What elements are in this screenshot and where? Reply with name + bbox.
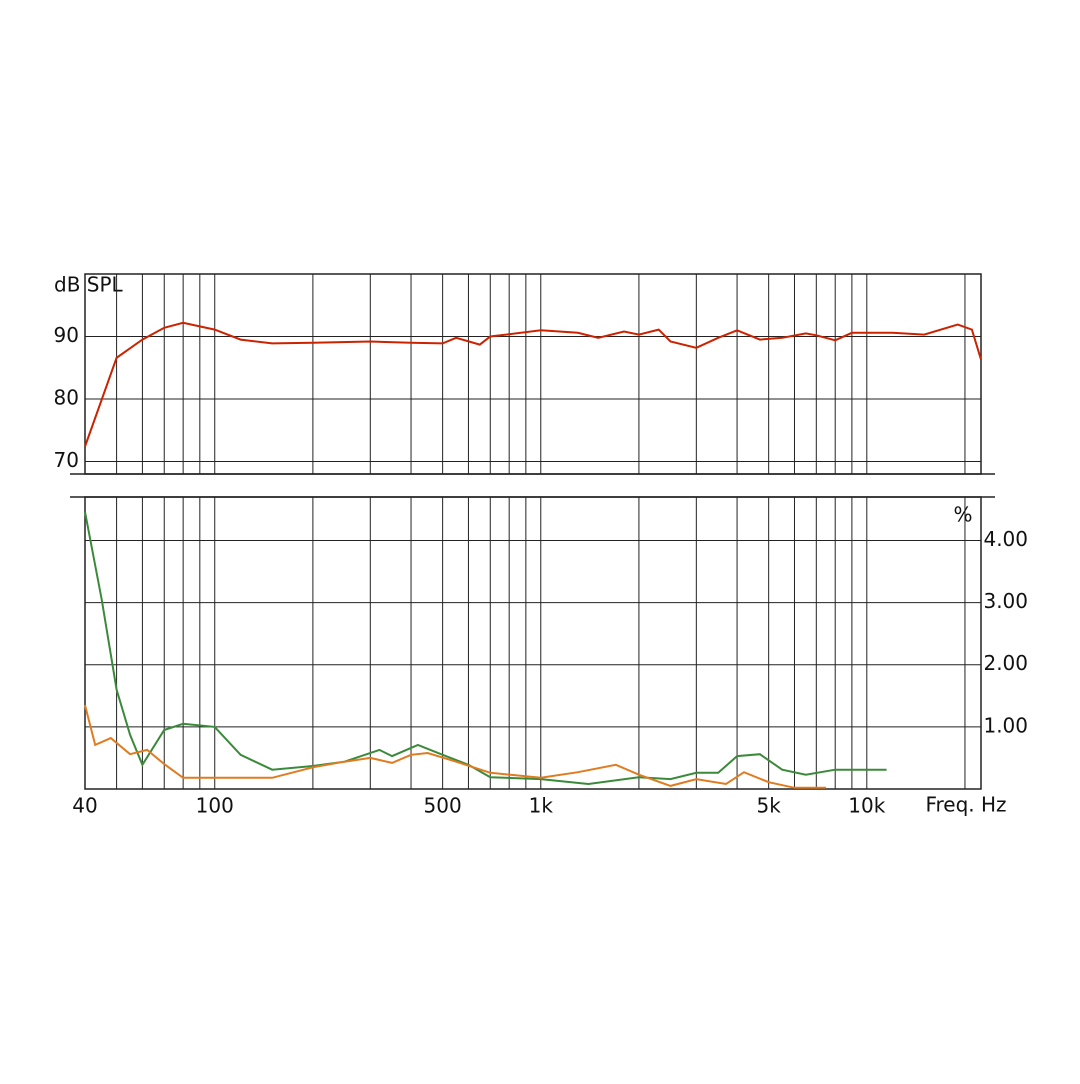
plot-frame (84, 496, 982, 790)
y-tick-label: 70 (54, 448, 79, 472)
y-tick-label: 2.00 (983, 651, 1028, 675)
y-tick-label: 4.00 (983, 527, 1028, 551)
y-tick-label: 80 (54, 386, 79, 410)
y-tick-label: 1.00 (983, 713, 1028, 737)
x-tick-label: 5k (757, 794, 782, 818)
plot-frame (84, 273, 982, 475)
x-tick-label: 10k (848, 794, 885, 818)
y-tick-label: 3.00 (983, 589, 1028, 613)
x-tick-label: 1k (529, 794, 554, 818)
y-tick-label: 90 (54, 323, 79, 347)
y-axis-label: dB SPL (54, 273, 124, 297)
x-tick-label: 40 (72, 794, 97, 818)
data-line (84, 704, 827, 789)
x-tick-label: 500 (424, 794, 462, 818)
data-line (84, 321, 982, 447)
x-axis-label: Freq. Hz (925, 793, 1006, 817)
data-line (84, 511, 887, 786)
x-tick-label: 100 (196, 794, 234, 818)
y-axis-label: % (953, 503, 972, 527)
